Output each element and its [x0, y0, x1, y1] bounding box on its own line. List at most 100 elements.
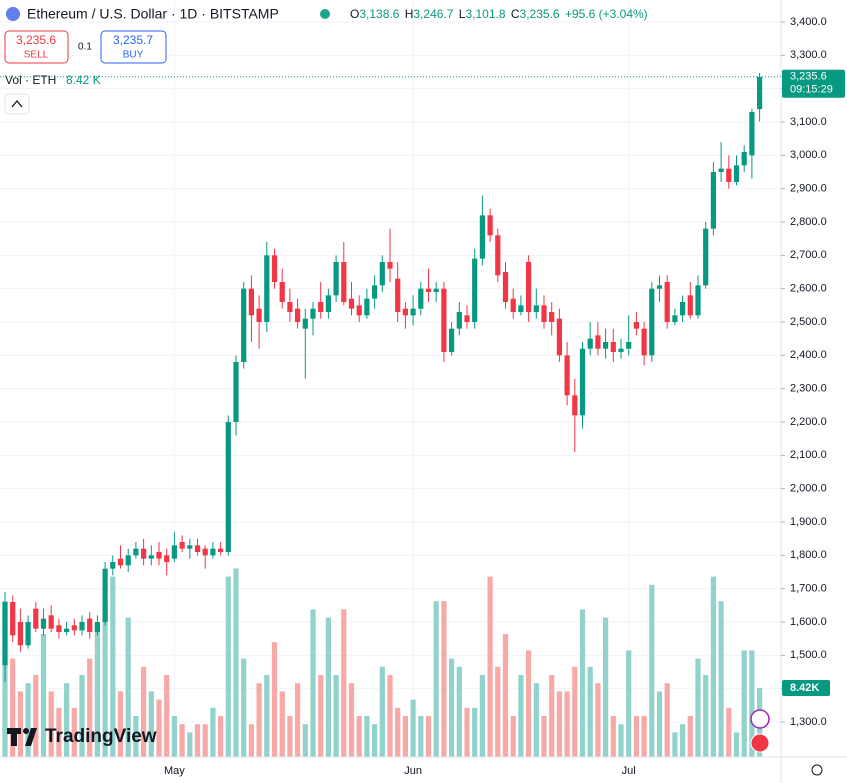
candle-body	[479, 215, 485, 259]
open-value: 3,138.6	[359, 7, 399, 21]
volume-bar	[587, 666, 593, 757]
volume-bar	[441, 601, 447, 757]
buy-box[interactable]	[100, 30, 167, 64]
volume-bar	[125, 617, 131, 757]
volume-bar	[641, 716, 647, 757]
candle-body	[179, 542, 185, 549]
candle-body	[141, 548, 147, 559]
sell-label[interactable]: SELL	[24, 50, 49, 61]
y-tick-label: 3,100.0	[790, 116, 827, 128]
volume-bar	[656, 691, 663, 757]
y-tick-label: 2,100.0	[790, 449, 827, 461]
y-tick-label: 2,500.0	[790, 316, 827, 328]
candle-body	[325, 295, 331, 312]
brand-name: TradingView	[45, 726, 157, 747]
candle-body	[25, 622, 31, 646]
volume-bar	[672, 732, 678, 757]
volume-bar	[425, 716, 432, 757]
volume-bar	[279, 691, 285, 757]
brand-logo	[7, 728, 37, 746]
sell-price[interactable]: 3,235.6	[16, 33, 56, 47]
candle-body	[402, 308, 408, 316]
candle-body	[649, 288, 655, 356]
candle-body	[703, 228, 709, 286]
settings-icon[interactable]	[811, 764, 823, 776]
candle-body	[610, 342, 616, 352]
volume-bar	[741, 650, 747, 757]
volume-bar	[472, 707, 478, 757]
volume-bar	[325, 617, 331, 757]
candle-layer	[2, 73, 763, 682]
candle-body	[202, 548, 208, 556]
sell-button[interactable]: 3,235.6 SELL	[4, 30, 69, 64]
collapse-box[interactable]	[4, 93, 30, 115]
candle-body	[603, 342, 609, 349]
volume-bar	[102, 601, 108, 757]
volume-bar	[133, 716, 139, 757]
volume-bar	[225, 576, 231, 757]
volume-bar	[618, 724, 624, 757]
volume-title: Vol · ETH	[5, 73, 56, 87]
y-tick-label: 2,300.0	[790, 383, 827, 395]
buy-button[interactable]: 3,235.7 BUY	[100, 30, 167, 64]
candle-body	[495, 235, 501, 276]
candle-body	[695, 285, 701, 316]
volume-bar	[449, 658, 455, 757]
x-tick-label: Jul	[622, 765, 636, 777]
candle-body	[726, 168, 732, 182]
flag-icon[interactable]	[750, 733, 770, 753]
candle-body	[680, 302, 686, 316]
candle-body	[10, 602, 16, 636]
volume-bar	[695, 658, 701, 757]
y-tick-label: 1,700.0	[790, 583, 827, 595]
volume-bar	[526, 650, 532, 757]
volume-layer	[2, 568, 763, 757]
volume-bar	[302, 724, 308, 757]
y-tick-label: 1,600.0	[790, 616, 827, 628]
volume-bar	[233, 568, 239, 757]
volume-bar	[256, 683, 262, 757]
buy-label[interactable]: BUY	[123, 50, 144, 61]
candle-body	[595, 335, 601, 349]
volume-bar	[379, 666, 385, 757]
volume-bar	[487, 576, 493, 757]
open-key: O	[350, 7, 359, 21]
sell-box[interactable]	[4, 30, 69, 64]
candle-body	[395, 278, 401, 312]
volume-bar	[218, 716, 224, 757]
candle-body	[549, 312, 555, 322]
y-tick-label: 2,000.0	[790, 483, 827, 495]
volume-bar	[733, 732, 740, 757]
volume-bar	[40, 634, 47, 757]
candle-body	[672, 315, 678, 322]
collapse-button[interactable]	[4, 93, 30, 115]
collapse-icon[interactable]	[11, 99, 23, 108]
alert-icon[interactable]	[750, 709, 770, 729]
candle-body	[148, 555, 154, 559]
volume-bar	[117, 691, 124, 757]
buy-price[interactable]: 3,235.7	[113, 33, 153, 47]
volume-bar	[356, 716, 362, 757]
candle-body	[164, 555, 170, 562]
volume-bar	[248, 724, 254, 757]
candle-body	[710, 172, 716, 229]
candle-body	[210, 548, 216, 556]
candle-body	[225, 422, 231, 552]
candle-body	[410, 308, 416, 316]
volume-bar	[579, 609, 586, 757]
volume-bar	[71, 707, 77, 757]
candle-body	[248, 288, 254, 316]
volume-bar	[633, 716, 639, 757]
low-key: L	[459, 7, 466, 21]
candle-body	[587, 338, 593, 349]
volume-axis-label: 8.42K	[790, 682, 819, 694]
volume-bar	[33, 675, 39, 757]
volume-bar	[533, 683, 539, 757]
y-tick-label: 2,700.0	[790, 249, 827, 261]
candle-body	[372, 285, 378, 299]
volume-bar	[603, 617, 609, 757]
candle-body	[241, 288, 247, 362]
volume-value: 8.42 K	[66, 73, 101, 87]
volume-bar	[626, 650, 632, 757]
